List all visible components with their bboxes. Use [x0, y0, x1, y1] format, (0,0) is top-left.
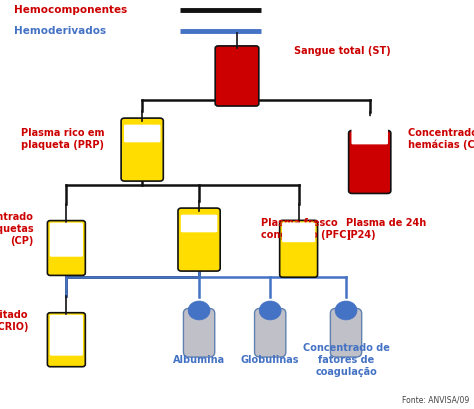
- FancyBboxPatch shape: [330, 308, 362, 357]
- FancyBboxPatch shape: [124, 125, 160, 142]
- FancyBboxPatch shape: [50, 315, 83, 356]
- Text: Albumina: Albumina: [173, 355, 225, 365]
- Text: Plasma rico em
plaqueta (PRP): Plasma rico em plaqueta (PRP): [21, 128, 104, 150]
- FancyBboxPatch shape: [351, 116, 388, 144]
- Circle shape: [188, 301, 210, 320]
- Text: Sangue total (ST): Sangue total (ST): [294, 46, 391, 56]
- Text: Plasma fresco
congelado (PFC): Plasma fresco congelado (PFC): [261, 218, 351, 240]
- FancyBboxPatch shape: [50, 222, 83, 257]
- Circle shape: [335, 301, 357, 320]
- FancyBboxPatch shape: [178, 208, 220, 271]
- Text: Concentrado de
hemácias (CH): Concentrado de hemácias (CH): [408, 128, 474, 150]
- Text: Fonte: ANVISA/09: Fonte: ANVISA/09: [402, 396, 469, 405]
- FancyBboxPatch shape: [47, 220, 85, 275]
- Text: Plasma de 24h
(P24): Plasma de 24h (P24): [346, 218, 426, 240]
- Circle shape: [259, 301, 281, 320]
- Text: Hemocomponentes: Hemocomponentes: [14, 5, 128, 15]
- FancyBboxPatch shape: [348, 130, 391, 193]
- Text: Crioprecipitado
(CRIO): Crioprecipitado (CRIO): [0, 310, 28, 332]
- FancyBboxPatch shape: [181, 215, 217, 232]
- FancyBboxPatch shape: [183, 308, 215, 357]
- FancyBboxPatch shape: [255, 308, 286, 357]
- Text: Hemoderivados: Hemoderivados: [14, 26, 106, 36]
- FancyBboxPatch shape: [282, 222, 315, 242]
- Text: Concentrado
de plaquetas
(CP): Concentrado de plaquetas (CP): [0, 212, 33, 246]
- FancyBboxPatch shape: [215, 46, 259, 106]
- Text: Globulinas: Globulinas: [241, 355, 300, 365]
- FancyBboxPatch shape: [121, 118, 163, 181]
- FancyBboxPatch shape: [280, 220, 318, 277]
- Text: Concentrado de
fatores de
coagulação: Concentrado de fatores de coagulação: [302, 343, 390, 377]
- FancyBboxPatch shape: [47, 313, 85, 367]
